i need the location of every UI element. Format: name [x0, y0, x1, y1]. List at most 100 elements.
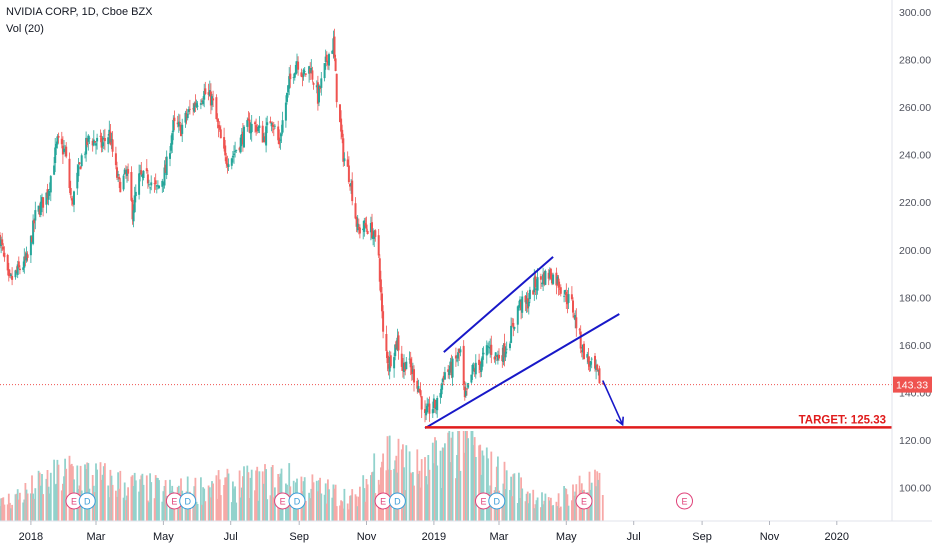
earnings-marker[interactable]: E	[165, 492, 183, 510]
earnings-marker[interactable]: E	[374, 492, 392, 510]
earnings-marker-circle[interactable]	[676, 492, 693, 510]
candle-body	[181, 124, 184, 134]
candle-body	[146, 174, 149, 184]
drawing-tools[interactable]	[424, 256, 892, 430]
chart-legend: NVIDIA CORP, 1D, Cboe BZX Vol (20)	[6, 4, 153, 38]
wedge-upper-trendline[interactable]	[443, 256, 554, 353]
volume-bar	[173, 498, 176, 521]
candle-body	[95, 143, 97, 146]
candle-body	[41, 197, 43, 204]
volume-bar	[505, 470, 508, 521]
candle-body	[458, 348, 461, 353]
candle-body	[590, 358, 593, 360]
candle-body	[164, 164, 167, 173]
dividend-marker[interactable]: D	[288, 492, 306, 510]
volume-bar	[436, 465, 439, 521]
candle-body	[34, 210, 37, 221]
dividend-marker[interactable]: D	[78, 492, 96, 510]
candle-body	[278, 137, 281, 145]
volume-bar	[320, 493, 323, 521]
volume-bar	[201, 504, 203, 521]
candle-body	[393, 357, 396, 369]
candle-body	[555, 272, 558, 286]
time-axis-label: Nov	[357, 531, 377, 543]
dividend-marker-circle[interactable]	[488, 492, 506, 510]
candle-body	[511, 324, 514, 326]
volume-bar	[227, 473, 230, 521]
volume-bar	[270, 467, 273, 521]
dividend-marker[interactable]: D	[488, 492, 506, 510]
volume-bar	[541, 492, 543, 521]
dividend-marker-circle[interactable]	[78, 492, 96, 510]
candle-body	[441, 378, 444, 382]
volume-bar	[533, 508, 536, 521]
candle-body	[394, 344, 397, 357]
volume-bar	[226, 468, 229, 521]
symbol-title[interactable]: NVIDIA CORP, 1D, Cboe BZX	[6, 6, 153, 18]
volume-bar	[448, 431, 451, 521]
candle-body	[532, 290, 535, 295]
dividend-marker-circle[interactable]	[179, 492, 197, 510]
volume-bar	[333, 488, 336, 521]
candle-body	[293, 73, 296, 78]
projection-arrow-head[interactable]	[615, 416, 624, 427]
time-axis[interactable]: 2018 Mar May Jul Sep Nov 2019 Mar May Jul Sep Nov 20…	[19, 521, 849, 543]
volume-bar	[524, 501, 527, 521]
dividend-marker-circle[interactable]	[388, 492, 406, 510]
candle-body	[163, 167, 166, 186]
volume-bar	[512, 474, 515, 521]
dividend-marker-circle[interactable]	[288, 492, 306, 510]
volume-bar	[138, 491, 140, 521]
earnings-marker[interactable]: E	[676, 492, 693, 510]
volume-bar	[343, 488, 346, 521]
volume-bar	[405, 445, 408, 521]
candle-body	[428, 403, 431, 414]
volume-bar	[563, 486, 565, 521]
wedge-lower-trendline[interactable]	[424, 313, 620, 430]
candle-body	[372, 235, 375, 239]
volume-bar	[10, 508, 12, 521]
volume-bar	[115, 490, 117, 521]
earnings-marker[interactable]: E	[575, 492, 593, 510]
projection-arrow-shaft[interactable]	[602, 380, 624, 426]
candle-body	[521, 296, 524, 313]
volume-bar	[318, 480, 320, 521]
volume-bar	[319, 477, 321, 521]
dividend-marker[interactable]: D	[388, 492, 406, 510]
volume-bar	[542, 504, 544, 521]
dividend-marker[interactable]: D	[179, 492, 197, 510]
candle-body	[516, 306, 519, 325]
volume-indicator-title[interactable]: Vol (20)	[6, 23, 44, 35]
candle-body	[454, 355, 457, 359]
earnings-marker-circle[interactable]	[575, 492, 593, 510]
candle-body	[542, 274, 545, 285]
candle-body	[212, 98, 215, 101]
price-axis[interactable]: 100.00120.00140.00160.00180.00200.00220.…	[899, 7, 931, 495]
candle-body	[48, 189, 51, 190]
candle-body	[524, 295, 527, 303]
candle-body	[61, 145, 64, 155]
volume-bar	[240, 487, 243, 521]
volume-bar	[161, 501, 164, 521]
volume-bar	[572, 484, 574, 521]
candle-body	[239, 137, 242, 153]
volume-bar	[504, 489, 507, 521]
volume-bar	[84, 464, 86, 521]
candle-body	[218, 126, 221, 130]
candle-body	[488, 347, 491, 348]
candle-body	[18, 268, 21, 271]
candle-body	[366, 230, 369, 234]
volume-bar	[540, 507, 542, 521]
time-axis-label: 2020	[825, 531, 849, 543]
volume-bar	[258, 471, 261, 521]
candle-body	[207, 92, 210, 95]
volume-bar	[552, 505, 554, 521]
earnings-marker[interactable]: E	[274, 492, 292, 510]
volume-bar	[293, 498, 296, 521]
time-axis-label: 2019	[422, 531, 446, 543]
candle-body	[173, 117, 176, 122]
candle-body	[466, 388, 468, 390]
candle-body	[557, 278, 560, 288]
